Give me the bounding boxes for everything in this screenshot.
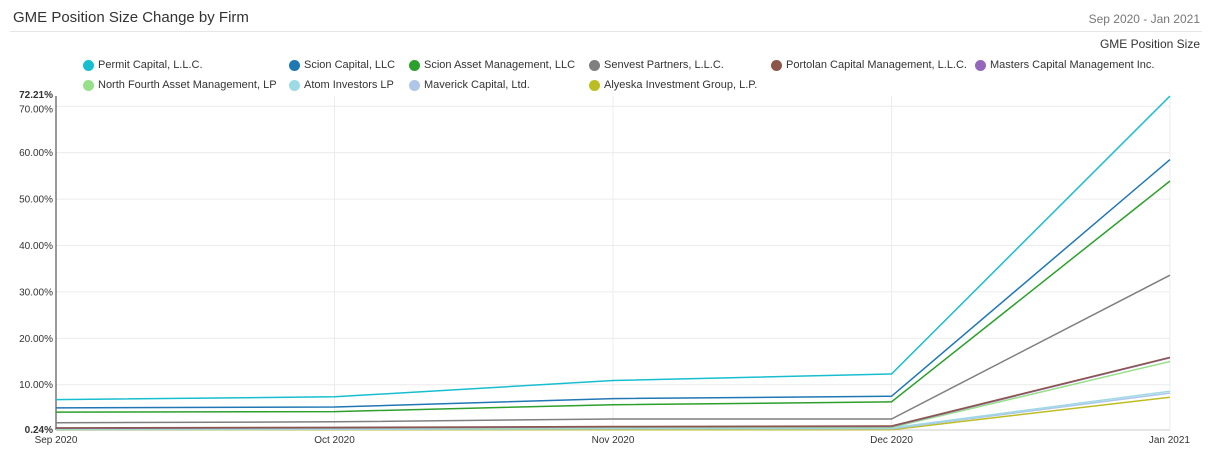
series-line bbox=[55, 356, 1171, 429]
x-tick-label: Oct 2020 bbox=[314, 435, 355, 446]
legend-item-alyeska[interactable]: Alyeska Investment Group, L.P. bbox=[589, 79, 757, 91]
metric-label: GME Position Size bbox=[1099, 37, 1200, 51]
legend-item-maverick-capital[interactable]: Maverick Capital, Ltd. bbox=[409, 79, 530, 91]
legend-label: Alyeska Investment Group, L.P. bbox=[604, 79, 758, 91]
legend-label: Scion Asset Management, LLC bbox=[424, 59, 576, 71]
legend-label: Atom Investors LP bbox=[304, 79, 394, 91]
legend-item-permit-capital[interactable]: Permit Capital, L.L.C. bbox=[83, 59, 203, 71]
y-tick-label: 60.00% bbox=[19, 148, 53, 159]
legend-swatch bbox=[771, 59, 782, 71]
x-tick-label: Sep 2020 bbox=[35, 435, 78, 446]
date-range-label: Sep 2020 - Jan 2021 bbox=[1088, 12, 1200, 26]
series-line bbox=[55, 274, 1171, 424]
header-divider bbox=[10, 31, 1202, 32]
legend-item-scion-capital[interactable]: Scion Capital, LLC bbox=[289, 59, 395, 71]
x-tick-label: Jan 2021 bbox=[1149, 435, 1191, 446]
legend-swatch bbox=[83, 59, 94, 71]
y-tick-label: 72.21% bbox=[19, 90, 53, 101]
legend-swatch bbox=[409, 79, 420, 91]
y-tick-label: 30.00% bbox=[19, 287, 53, 298]
legend-item-masters-capital[interactable]: Masters Capital Management Inc. bbox=[975, 59, 1154, 71]
y-tick-label: 10.00% bbox=[19, 380, 53, 391]
series-line bbox=[55, 180, 1171, 413]
legend-item-scion-asset-management[interactable]: Scion Asset Management, LLC bbox=[409, 59, 575, 71]
legend-label: North Fourth Asset Management, LP bbox=[98, 79, 277, 91]
x-tick-label: Dec 2020 bbox=[870, 435, 913, 446]
x-tick-label: Nov 2020 bbox=[592, 435, 635, 446]
series-line bbox=[55, 159, 1171, 409]
legend-label: Scion Capital, LLC bbox=[304, 59, 396, 71]
legend-item-portolan-capital[interactable]: Portolan Capital Management, L.L.C. bbox=[771, 59, 967, 71]
legend-label: Senvest Partners, L.L.C. bbox=[604, 59, 724, 71]
legend-label: Masters Capital Management Inc. bbox=[990, 59, 1155, 71]
legend-label: Portolan Capital Management, L.L.C. bbox=[786, 59, 967, 71]
y-tick-label: 40.00% bbox=[19, 241, 53, 252]
y-tick-label: 50.00% bbox=[19, 195, 53, 206]
y-tick-label: 0.24% bbox=[25, 425, 53, 436]
y-tick-label: 70.00% bbox=[19, 104, 53, 115]
legend-item-atom-investors[interactable]: Atom Investors LP bbox=[289, 79, 394, 91]
legend-swatch bbox=[289, 59, 300, 71]
legend-item-north-fourth[interactable]: North Fourth Asset Management, LP bbox=[83, 79, 277, 91]
legend-swatch bbox=[289, 79, 300, 91]
legend-swatch bbox=[589, 79, 600, 91]
legend-item-senvest-partners[interactable]: Senvest Partners, L.L.C. bbox=[589, 59, 724, 71]
legend-swatch bbox=[409, 59, 420, 71]
legend-swatch bbox=[975, 59, 986, 71]
series-line bbox=[55, 95, 1171, 401]
chart-title: GME Position Size Change by Firm bbox=[13, 9, 249, 26]
y-tick-label: 20.00% bbox=[19, 334, 53, 345]
legend-swatch bbox=[83, 79, 94, 91]
legend-swatch bbox=[589, 59, 600, 71]
legend-label: Maverick Capital, Ltd. bbox=[424, 79, 530, 91]
legend-label: Permit Capital, L.L.C. bbox=[98, 59, 203, 71]
